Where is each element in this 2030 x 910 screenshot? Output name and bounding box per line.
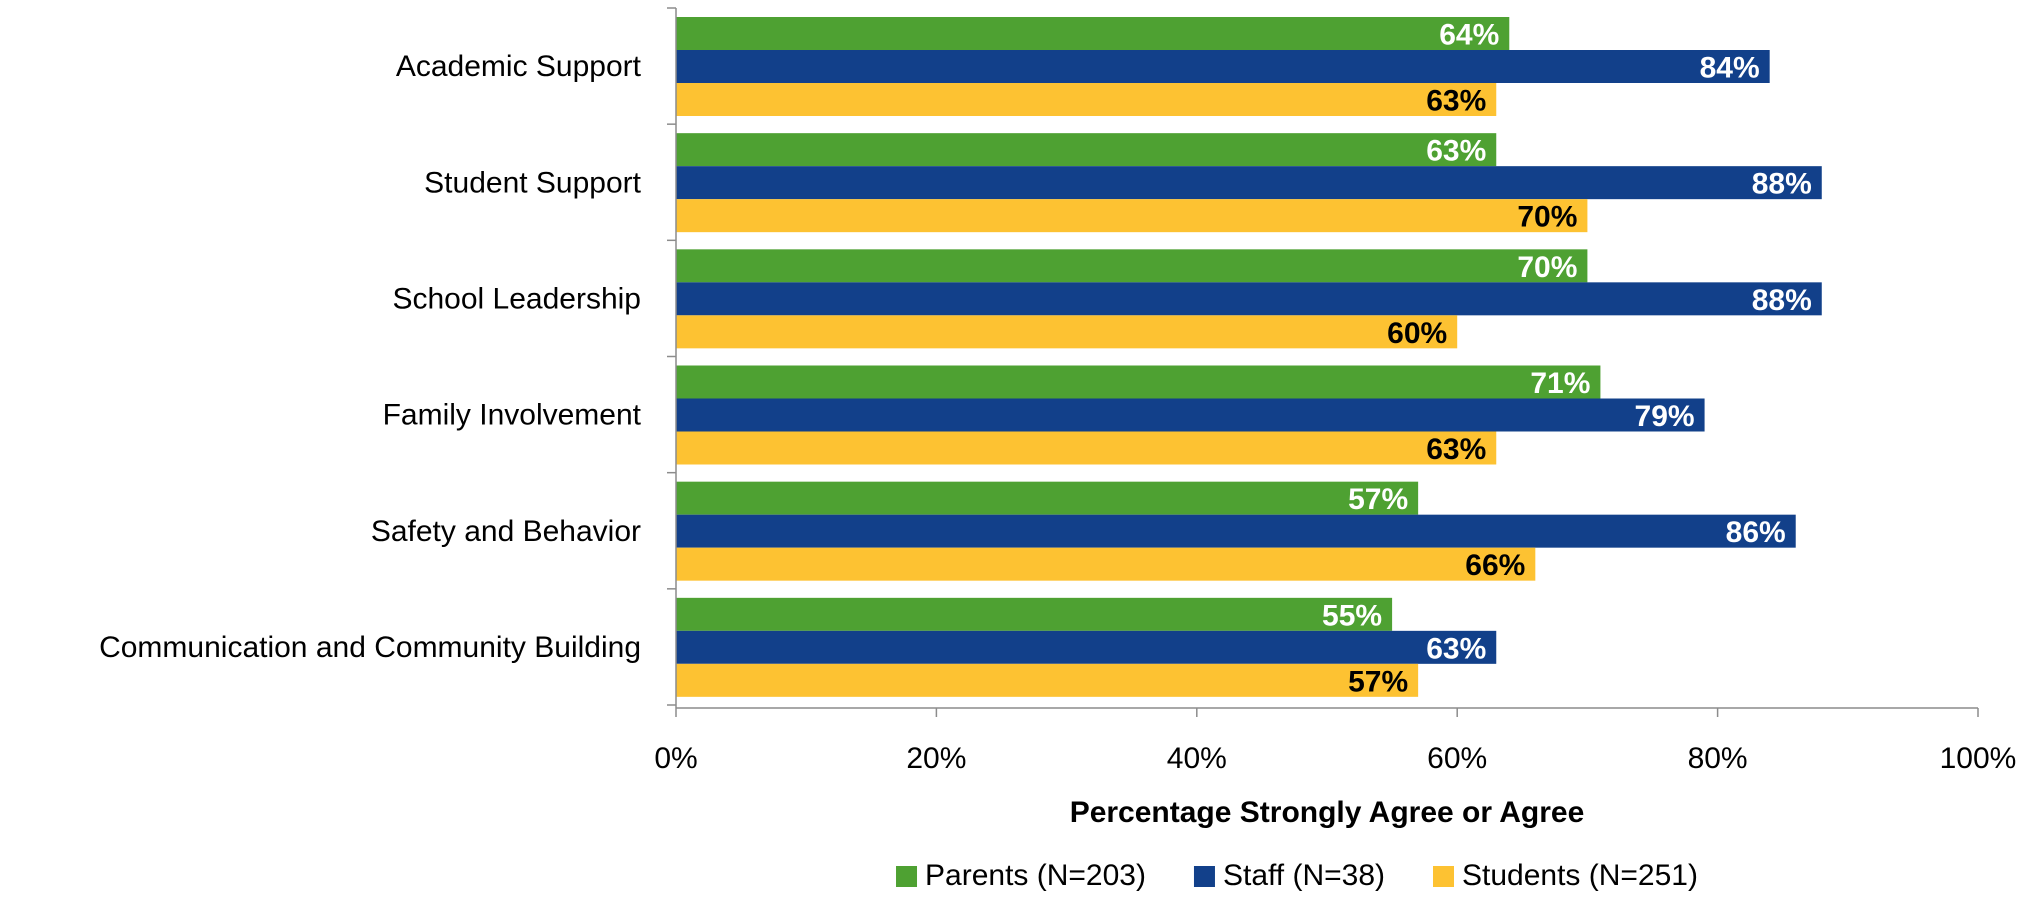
bar-students-n-251-family-involvement	[676, 432, 1496, 465]
category-label-family-involvement: Family Involvement	[383, 399, 642, 432]
legend-label-students-n-251: Students (N=251)	[1462, 859, 1698, 892]
category-label-student-support: Student Support	[424, 166, 641, 199]
data-label-staff-n-38-safety-and-behavior: 86%	[1726, 516, 1786, 549]
bar-parents-n-203-school-leadership	[676, 249, 1587, 282]
bar-students-n-251-student-support	[676, 199, 1587, 232]
data-label-students-n-251-communication-and-community-building: 57%	[1348, 665, 1408, 698]
data-label-staff-n-38-communication-and-community-building: 63%	[1426, 632, 1486, 665]
data-label-staff-n-38-academic-support: 84%	[1700, 52, 1760, 85]
data-label-staff-n-38-school-leadership: 88%	[1752, 284, 1812, 317]
data-label-parents-n-203-communication-and-community-building: 55%	[1322, 599, 1382, 632]
x-tick-label-80: 80%	[1688, 742, 1748, 775]
data-label-students-n-251-student-support: 70%	[1517, 201, 1577, 234]
x-tick-label-100: 100%	[1940, 742, 2017, 775]
legend-item-parents-n-203: Parents (N=203)	[896, 859, 1146, 892]
data-label-parents-n-203-academic-support: 64%	[1439, 19, 1499, 52]
data-label-parents-n-203-school-leadership: 70%	[1517, 251, 1577, 284]
legend-label-parents-n-203: Parents (N=203)	[925, 859, 1146, 892]
legend-swatch-parents-n-203	[896, 866, 917, 887]
bar-staff-n-38-school-leadership	[676, 282, 1822, 315]
data-label-students-n-251-safety-and-behavior: 66%	[1465, 549, 1525, 582]
x-tick-label-40: 40%	[1167, 742, 1227, 775]
bar-students-n-251-communication-and-community-building	[676, 664, 1418, 697]
legend-item-staff-n-38: Staff (N=38)	[1194, 859, 1385, 892]
bar-staff-n-38-communication-and-community-building	[676, 631, 1496, 664]
data-label-students-n-251-family-involvement: 63%	[1426, 433, 1486, 466]
category-label-communication-and-community-building: Communication and Community Building	[99, 631, 641, 664]
bars-group	[676, 17, 1822, 697]
data-label-students-n-251-school-leadership: 60%	[1387, 317, 1447, 350]
data-label-parents-n-203-family-involvement: 71%	[1530, 367, 1590, 400]
bar-staff-n-38-family-involvement	[676, 399, 1705, 432]
bar-students-n-251-safety-and-behavior	[676, 548, 1535, 581]
bar-students-n-251-school-leadership	[676, 315, 1457, 348]
bar-parents-n-203-academic-support	[676, 17, 1509, 50]
x-tick-label-60: 60%	[1427, 742, 1487, 775]
bar-parents-n-203-student-support	[676, 133, 1496, 166]
x-tick-label-20: 20%	[906, 742, 966, 775]
legend-label-staff-n-38: Staff (N=38)	[1223, 859, 1385, 892]
x-tick-label-0: 0%	[654, 742, 697, 775]
data-label-parents-n-203-safety-and-behavior: 57%	[1348, 483, 1408, 516]
category-label-safety-and-behavior: Safety and Behavior	[371, 515, 641, 548]
legend-item-students-n-251: Students (N=251)	[1433, 859, 1698, 892]
legend-swatch-staff-n-38	[1194, 866, 1215, 887]
data-label-students-n-251-academic-support: 63%	[1426, 85, 1486, 118]
legend: Parents (N=203) Staff (N=38) Students (N=2…	[896, 859, 1698, 892]
category-label-academic-support: Academic Support	[396, 50, 642, 83]
data-label-staff-n-38-family-involvement: 79%	[1635, 400, 1695, 433]
data-label-parents-n-203-student-support: 63%	[1426, 135, 1486, 168]
data-label-staff-n-38-student-support: 88%	[1752, 168, 1812, 201]
bar-parents-n-203-communication-and-community-building	[676, 598, 1392, 631]
bar-staff-n-38-safety-and-behavior	[676, 515, 1796, 548]
bar-parents-n-203-family-involvement	[676, 366, 1600, 399]
legend-swatch-students-n-251	[1433, 866, 1454, 887]
bar-staff-n-38-academic-support	[676, 50, 1770, 83]
bar-parents-n-203-safety-and-behavior	[676, 482, 1418, 515]
category-label-school-leadership: School Leadership	[392, 282, 641, 315]
bar-students-n-251-academic-support	[676, 83, 1496, 116]
x-axis-title: Percentage Strongly Agree or Agree	[1070, 796, 1585, 829]
bar-staff-n-38-student-support	[676, 166, 1822, 199]
